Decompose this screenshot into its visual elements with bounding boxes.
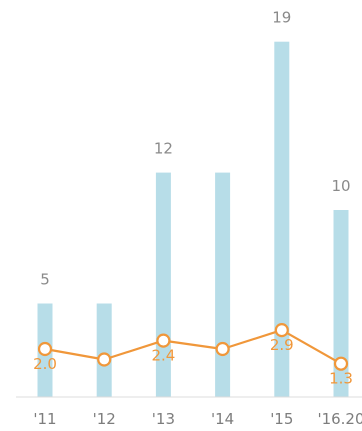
line-data-label-0: 2.0: [33, 355, 57, 373]
x-tick-label-3: '14: [211, 410, 234, 428]
line-point-3: [215, 341, 230, 357]
line-data-labels: 2.0 2.4 2.9 1.3: [33, 336, 353, 388]
line-series: [37, 323, 349, 371]
bar-data-label-2: 12: [154, 140, 173, 158]
bar-4: [274, 41, 290, 397]
bar-1: [96, 303, 112, 397]
line-point-5: [333, 356, 349, 371]
x-tick-label-4: '15: [270, 410, 293, 428]
bar-3: [215, 172, 231, 397]
bar-data-label-0: 5: [40, 271, 50, 289]
line-point-1: [97, 352, 112, 367]
x-tick-label-5: '16.20: [317, 410, 362, 428]
line-point-2: [156, 333, 171, 348]
bar-data-labels: 5 12 19 10: [40, 9, 350, 289]
line-point-4: [274, 323, 289, 338]
bar-data-label-5: 10: [331, 177, 350, 195]
bar-data-label-4: 19: [272, 9, 291, 27]
line-data-label-5: 1.3: [329, 370, 353, 388]
line-path: [44, 329, 342, 365]
x-axis-tick-labels: '11 '12 '13 '14 '15 '16.20: [33, 410, 362, 428]
x-tick-label-0: '11: [33, 410, 56, 428]
x-tick-label-1: '12: [93, 410, 116, 428]
x-tick-label-2: '13: [152, 410, 175, 428]
bar-5: [333, 210, 349, 397]
line-data-label-2: 2.4: [151, 347, 175, 365]
line-data-label-4: 2.9: [270, 336, 294, 354]
line-point-0: [37, 341, 53, 357]
